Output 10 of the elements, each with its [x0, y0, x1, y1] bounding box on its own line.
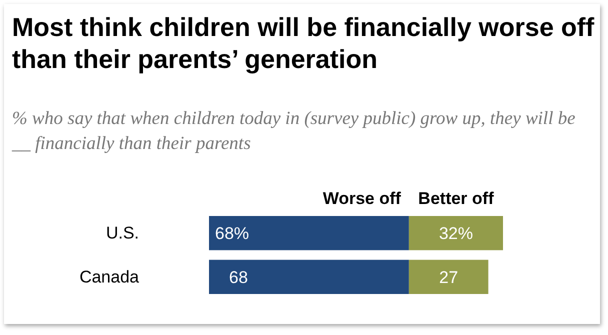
- data-label: 32%: [438, 224, 473, 244]
- series-label: Better off: [418, 189, 494, 208]
- data-label: 68%: [215, 224, 250, 244]
- y-tick-label: Canada: [79, 267, 140, 286]
- series-label: Worse off: [322, 189, 402, 208]
- chart-title: Most think children will be financially worse off than their parents’ generation: [12, 12, 595, 74]
- data-label: 68: [229, 268, 248, 288]
- data-label: 27: [439, 268, 458, 288]
- chart-subtitle: % who say that when children today in (survey public) grow up, they will be __ financially than their parents: [11, 109, 576, 154]
- y-tick-label: U.S.: [106, 224, 139, 243]
